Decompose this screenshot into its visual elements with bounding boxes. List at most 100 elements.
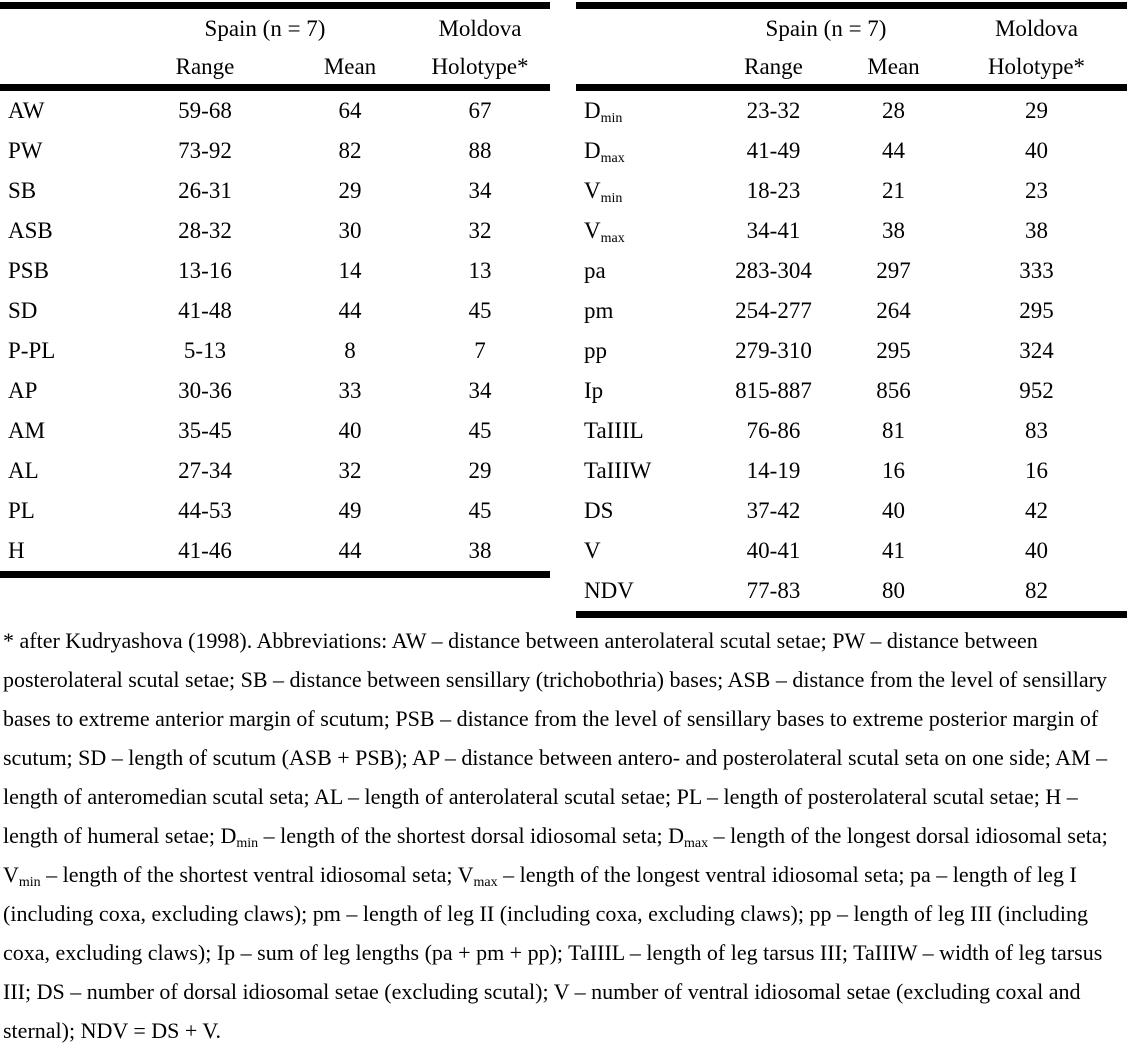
row-label: SB bbox=[8, 178, 37, 203]
holotype-value: 295 bbox=[1019, 298, 1054, 323]
table-row: PSB 13-16 14 13 bbox=[0, 251, 550, 291]
row-label: H bbox=[8, 538, 25, 563]
mean-value: 33 bbox=[338, 378, 362, 403]
table-row: PW 73-92 82 88 bbox=[0, 131, 550, 171]
footnote-text: – length of the shortest dorsal idiosoma… bbox=[258, 823, 685, 848]
mean-value: 21 bbox=[882, 178, 905, 203]
table-row: ASB 28-32 30 32 bbox=[0, 211, 550, 251]
holotype-value: 29 bbox=[1025, 98, 1048, 123]
table-header-right: Spain (n = 7) Moldova Range Mean Holotyp… bbox=[576, 6, 1127, 88]
range-value: 254-277 bbox=[735, 298, 812, 323]
holotype-value: 67 bbox=[468, 98, 492, 123]
table-row: Dmax 41-49 44 40 bbox=[576, 131, 1127, 171]
range-value: 34-41 bbox=[746, 218, 801, 243]
holotype-value: 82 bbox=[1025, 578, 1048, 603]
row-label: PW bbox=[8, 138, 43, 163]
footnote-subscript: max bbox=[684, 836, 709, 851]
range-value: 13-16 bbox=[178, 258, 232, 283]
mean-value: 44 bbox=[882, 138, 905, 163]
measurement-table-right: Spain (n = 7) Moldova Range Mean Holotyp… bbox=[576, 2, 1127, 618]
holotype-value: 45 bbox=[468, 498, 492, 523]
row-label: TaIIIW bbox=[584, 458, 652, 483]
row-label: P-PL bbox=[8, 338, 56, 363]
column-holotype: Holotype* bbox=[987, 53, 1086, 79]
row-label: pm bbox=[584, 298, 614, 323]
range-value: 14-19 bbox=[746, 458, 801, 483]
holotype-value: 7 bbox=[474, 338, 486, 363]
range-value: 59-68 bbox=[178, 98, 232, 123]
column-group-spain: Spain (n = 7) bbox=[204, 16, 326, 41]
row-label: ASB bbox=[8, 218, 53, 243]
header-spacer bbox=[0, 6, 120, 50]
table-row: Dmin 23-32 28 29 bbox=[576, 88, 1127, 132]
mean-value: 41 bbox=[882, 538, 905, 563]
footnote-subscript: max bbox=[473, 875, 498, 890]
row-label: NDV bbox=[584, 578, 634, 603]
row-label: Dmin bbox=[584, 98, 623, 126]
range-value: 815-887 bbox=[735, 378, 812, 403]
row-label-subscript: max bbox=[600, 151, 625, 166]
table-row: V 40-41 41 40 bbox=[576, 531, 1127, 571]
range-value: 76-86 bbox=[746, 418, 801, 443]
holotype-value: 34 bbox=[468, 178, 492, 203]
table-row: P-PL 5-13 8 7 bbox=[0, 331, 550, 371]
column-moldova: Moldova bbox=[994, 16, 1079, 41]
mean-value: 29 bbox=[338, 178, 362, 203]
mean-value: 40 bbox=[882, 498, 905, 523]
table-row: H 41-46 44 38 bbox=[0, 531, 550, 575]
footnote-text: – length of the shortest ventral idiosom… bbox=[40, 862, 474, 887]
row-label: Ip bbox=[584, 378, 604, 403]
table-row: Vmax 34-41 38 38 bbox=[576, 211, 1127, 251]
range-value: 41-49 bbox=[746, 138, 801, 163]
row-label: V bbox=[584, 538, 601, 563]
mean-value: 297 bbox=[876, 258, 911, 283]
column-moldova: Moldova bbox=[438, 16, 522, 41]
holotype-value: 45 bbox=[468, 418, 492, 443]
holotype-value: 32 bbox=[468, 218, 492, 243]
range-value: 28-32 bbox=[178, 218, 232, 243]
holotype-value: 333 bbox=[1019, 258, 1054, 283]
table-row: TaIIIW 14-19 16 16 bbox=[576, 451, 1127, 491]
header-row-columns: Range Mean Holotype* bbox=[576, 49, 1127, 88]
row-label: Dmax bbox=[584, 138, 625, 166]
mean-value: 49 bbox=[338, 498, 362, 523]
holotype-value: 34 bbox=[468, 378, 492, 403]
column-mean: Mean bbox=[323, 53, 377, 79]
holotype-value: 952 bbox=[1019, 378, 1054, 403]
header-spacer bbox=[0, 49, 120, 88]
mean-value: 44 bbox=[338, 298, 362, 323]
range-value: 283-304 bbox=[735, 258, 812, 283]
table-row: pm 254-277 264 295 bbox=[576, 291, 1127, 331]
row-label: pp bbox=[584, 338, 607, 363]
tables-row: Spain (n = 7) Moldova Range Mean Holotyp… bbox=[0, 2, 1127, 618]
row-label: Vmax bbox=[584, 218, 625, 246]
row-label-subscript: min bbox=[600, 111, 623, 126]
table-row: SD 41-48 44 45 bbox=[0, 291, 550, 331]
footnote: * after Kudryashova (1998). Abbreviation… bbox=[0, 621, 1120, 1050]
column-range: Range bbox=[175, 53, 235, 79]
range-value: 5-13 bbox=[183, 338, 227, 363]
holotype-value: 38 bbox=[468, 538, 492, 563]
mean-value: 64 bbox=[338, 98, 362, 123]
table-row: TaIIIL 76-86 81 83 bbox=[576, 411, 1127, 451]
header-spacer bbox=[576, 6, 706, 50]
mean-value: 8 bbox=[344, 338, 356, 363]
row-label: AW bbox=[8, 98, 45, 123]
table-row: SB 26-31 29 34 bbox=[0, 171, 550, 211]
holotype-value: 42 bbox=[1025, 498, 1048, 523]
range-value: 23-32 bbox=[746, 98, 801, 123]
mean-value: 16 bbox=[882, 458, 905, 483]
table-row: AP 30-36 33 34 bbox=[0, 371, 550, 411]
range-value: 30-36 bbox=[178, 378, 232, 403]
row-label: AP bbox=[8, 378, 38, 403]
table-row: AM 35-45 40 45 bbox=[0, 411, 550, 451]
table-body-left: AW 59-68 64 67 PW 73-92 82 88 SB 26-31 29 34 ASB 28-3… bbox=[0, 88, 550, 575]
footnote-subscript: min bbox=[236, 836, 259, 851]
range-value: 35-45 bbox=[178, 418, 232, 443]
mean-value: 44 bbox=[338, 538, 362, 563]
header-row-columns: Range Mean Holotype* bbox=[0, 49, 550, 88]
range-value: 27-34 bbox=[178, 458, 232, 483]
mean-value: 38 bbox=[882, 218, 905, 243]
row-label: Vmin bbox=[584, 178, 623, 206]
row-label: TaIIIL bbox=[584, 418, 644, 443]
